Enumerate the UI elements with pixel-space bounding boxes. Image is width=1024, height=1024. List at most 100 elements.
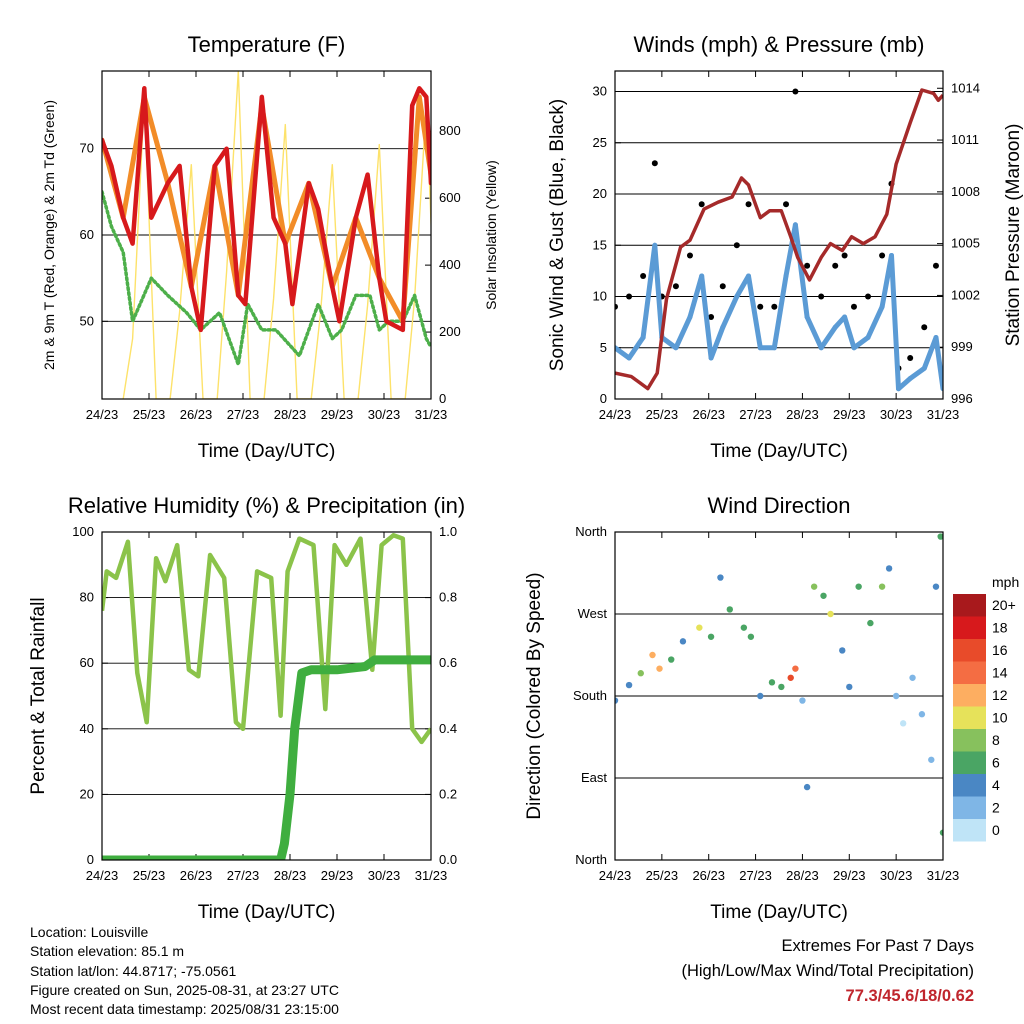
direction-point: [787, 674, 794, 681]
y-tick-label: West: [578, 606, 608, 621]
gust-point: [757, 303, 764, 310]
panel-4: Wind DirectionNorthEastSouthWestNorth24/…: [524, 493, 959, 923]
legend-label: 12: [992, 687, 1008, 703]
direction-point: [792, 665, 799, 672]
wind-point: [652, 242, 658, 248]
x-tick-label: 27/23: [227, 868, 260, 883]
y-tick-label: 30: [593, 84, 607, 99]
y-tick-label: 25: [593, 135, 607, 150]
x-tick-label: 31/23: [927, 868, 960, 883]
x-tick-label: 25/23: [133, 407, 166, 422]
direction-point: [778, 683, 785, 691]
panel-1: Temperature (F) 50 60 70 0 200 400 600 800 24/23 2…: [41, 32, 499, 462]
direction-point: [637, 670, 644, 677]
series-station-pressure: [615, 88, 943, 391]
legend-label: 16: [992, 642, 1008, 658]
y-tick-label: 10: [593, 289, 607, 304]
wind-point: [818, 345, 824, 351]
x-axis-label: Time (Day/UTC): [710, 902, 848, 923]
y-tick-label: 100: [72, 524, 94, 539]
y2-tick-label: 800: [439, 123, 461, 138]
station-location: Location: Louisville: [30, 924, 149, 940]
direction-point: [679, 638, 687, 645]
direction-point: [846, 683, 853, 691]
direction-point: [937, 533, 943, 540]
wind-point: [673, 345, 679, 351]
y-tick-label: 0: [600, 391, 607, 406]
direction-point: [615, 697, 619, 704]
data-timestamp: Most recent data timestamp: 2025/08/31 2…: [30, 1001, 339, 1018]
wind-point: [757, 345, 763, 351]
y-tick-label: 70: [80, 141, 94, 156]
legend-label: 0: [992, 822, 1000, 838]
direction-point: [717, 574, 724, 581]
y-tick-label: 60: [80, 227, 94, 242]
y-axis-label: 2m & 9m T (Red, Orange) & 2m Td (Green): [41, 100, 57, 370]
x-tick-label: 29/23: [321, 407, 354, 422]
y-tick-label: North: [575, 524, 607, 539]
gust-point: [879, 252, 886, 259]
series-relative-humidity: [102, 533, 431, 745]
direction-point: [707, 633, 715, 640]
plot-border: [614, 70, 944, 400]
wind-point: [720, 324, 726, 330]
x-axis-label: Time (Day/UTC): [710, 441, 848, 462]
x-tick-label: 24/23: [86, 868, 119, 883]
gust-point: [771, 303, 778, 310]
wind-point: [734, 294, 740, 299]
wind-point: [921, 365, 927, 371]
speed-legend: mph 20+ 18 16 14 12 10 8 6 4 2 0: [953, 574, 1019, 842]
legend-swatch: [953, 819, 986, 842]
x-tick-label: 24/23: [86, 407, 119, 422]
y2-tick-label: 0.4: [439, 721, 457, 736]
station-elevation: Station elevation: 85.1 m: [30, 943, 185, 960]
gust-point: [626, 293, 633, 300]
y-axis-label: Direction (Colored By Speed): [524, 572, 545, 819]
panel-title: Wind Direction: [707, 493, 850, 518]
y2-tick-label: 200: [439, 324, 461, 339]
series-2m-t: [102, 86, 431, 333]
y-tick-label: North: [575, 852, 607, 867]
gust-point: [719, 283, 726, 290]
x-tick-label: 28/23: [786, 868, 819, 883]
y-tick-label: South: [573, 688, 607, 703]
x-tick-label: 30/23: [368, 868, 401, 883]
direction-point: [668, 656, 675, 663]
gust-point: [698, 201, 705, 208]
x-tick-label: 31/23: [927, 407, 960, 422]
panel-title: Winds (mph) & Pressure (mb): [634, 32, 925, 57]
y2-tick-label: 1011: [951, 132, 979, 147]
direction-point: [918, 711, 926, 718]
y-tick-label: East: [581, 770, 607, 785]
wind-point: [879, 304, 885, 310]
direction-point: [939, 829, 943, 836]
gust-point: [745, 201, 752, 208]
wind-point: [940, 386, 943, 392]
x-tick-label: 29/23: [321, 868, 354, 883]
legend-swatch: [953, 706, 986, 729]
y-tick-label: 20: [593, 186, 607, 201]
direction-point: [726, 606, 733, 613]
x-tick-label: 27/23: [739, 868, 772, 883]
gust-point: [932, 262, 939, 269]
wind-point: [851, 345, 857, 351]
legend-label: 6: [992, 755, 1000, 771]
x-axis-label: Time (Day/UTC): [198, 441, 336, 462]
extremes-subheading: (High/Low/Max Wind/Total Precipitation): [681, 962, 974, 980]
x-tick-label: 30/23: [368, 407, 401, 422]
panel-3: Relative Humidity (%) & Precipitation (i…: [28, 493, 465, 923]
legend-swatch: [953, 661, 986, 684]
y2-tick-label: 1014: [951, 80, 980, 95]
x-tick-label: 28/23: [274, 868, 307, 883]
wind-point: [626, 355, 632, 361]
gust-point: [841, 252, 848, 259]
gust-point: [708, 314, 715, 320]
direction-point: [649, 651, 656, 659]
gust-point: [850, 303, 857, 310]
plot-border: [101, 70, 432, 400]
legend-label: 10: [992, 710, 1008, 726]
wind-point: [832, 324, 838, 330]
x-tick-label: 27/23: [227, 407, 260, 422]
gust-point: [832, 262, 839, 269]
y2-tick-label: 1.0: [439, 524, 457, 539]
